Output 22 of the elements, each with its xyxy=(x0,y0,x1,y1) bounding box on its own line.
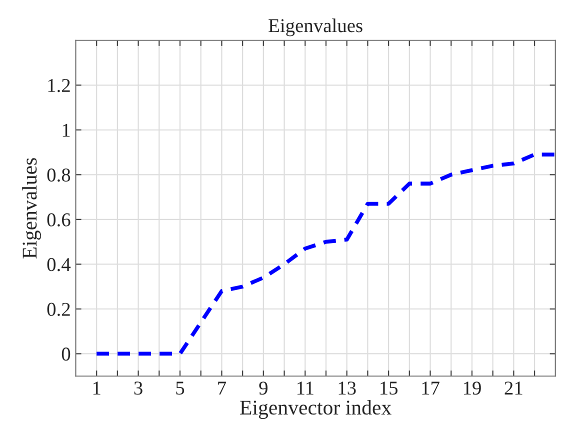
chart-title: Eigenvalues xyxy=(268,18,362,36)
line-series xyxy=(94,152,556,356)
x-tick-label: 11 xyxy=(297,382,314,394)
y-tick-label: 0.2 xyxy=(47,302,70,316)
x-tick-label: 15 xyxy=(380,382,398,395)
x-tick-label: 5 xyxy=(176,382,184,395)
x-tick-label: 21 xyxy=(504,382,522,394)
x-tick-label: 17 xyxy=(422,382,440,394)
y-tick-label: 0.6 xyxy=(47,213,70,226)
y-tick-label: 0 xyxy=(62,348,70,361)
y-axis-title: Eigenvalues xyxy=(22,158,42,259)
x-tick-label: 9 xyxy=(259,382,268,395)
x-tick-label: 13 xyxy=(338,382,356,395)
x-tick-label: 7 xyxy=(218,382,226,394)
x-axis-title: Eigenvector index xyxy=(240,400,392,419)
y-tick-label: 0.8 xyxy=(47,168,70,182)
y-tick-label: 0.4 xyxy=(47,258,71,272)
x-tick-label: 1 xyxy=(93,382,100,394)
x-tick-label: 19 xyxy=(464,382,481,395)
x-tick-label: 3 xyxy=(134,382,142,395)
y-tick-label: 1.2 xyxy=(48,79,70,92)
y-tick-label: 1 xyxy=(62,124,70,137)
